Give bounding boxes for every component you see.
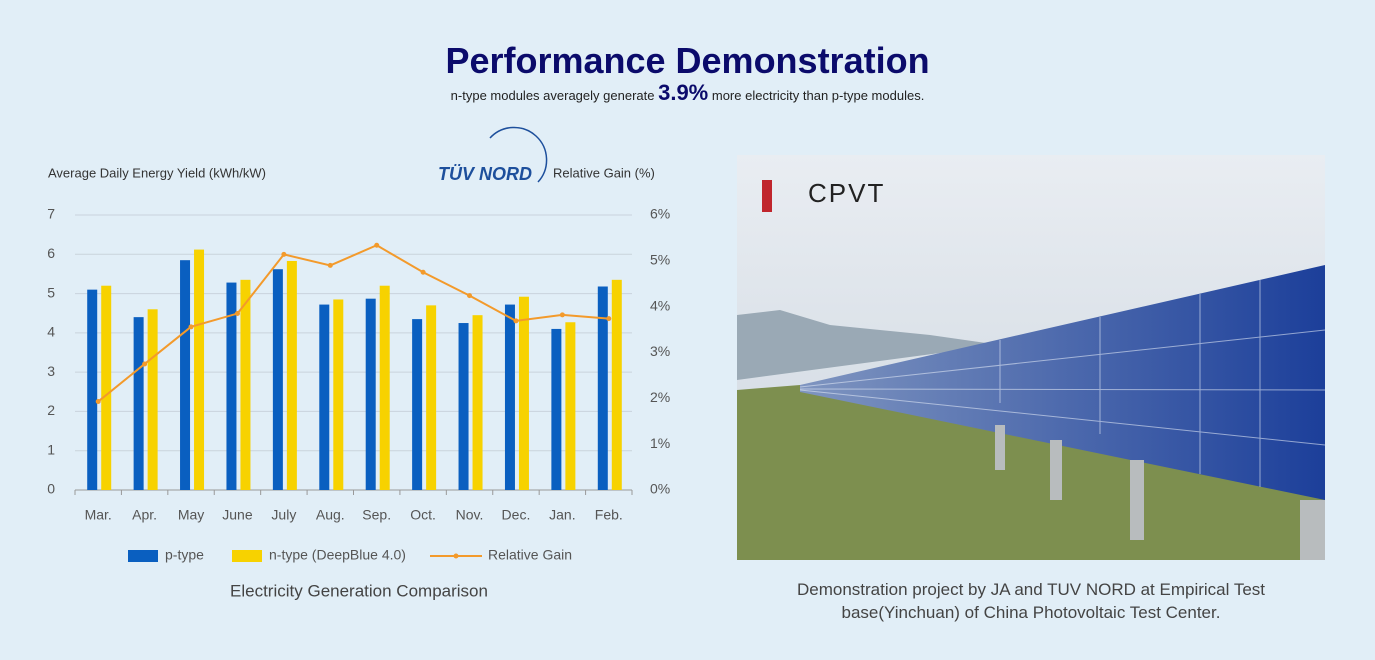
bar	[597, 286, 608, 490]
bar	[194, 249, 205, 490]
ground	[737, 385, 1325, 560]
y-tick-label: 2	[47, 402, 55, 418]
point	[234, 311, 240, 317]
bar	[133, 317, 144, 490]
point	[281, 251, 287, 257]
bar	[286, 260, 297, 490]
legend-swatch	[128, 550, 158, 562]
x-tick-label: June	[222, 507, 253, 523]
x-tick-label: Sep.	[362, 507, 391, 523]
point	[467, 293, 473, 299]
point	[142, 361, 148, 367]
chart: CPVT Average Daily Energy Yield (kWh/kW)…	[47, 126, 1326, 600]
mountains	[737, 310, 1000, 380]
x-tick-label: May	[178, 507, 204, 523]
legend-swatch	[232, 550, 262, 562]
y2-tick-label: 6%	[650, 206, 670, 222]
x-tick-label: Nov.	[456, 507, 484, 523]
x-tick-label: Mar.	[85, 507, 112, 523]
point	[374, 242, 380, 248]
x-tick-label: Apr.	[132, 507, 157, 523]
page-title: Performance Demonstration	[445, 40, 930, 81]
bar	[272, 269, 283, 490]
photo-logo: CPVT	[808, 178, 885, 208]
bar	[240, 279, 251, 490]
bar	[147, 309, 158, 490]
point	[95, 399, 101, 405]
legend-label: p-type	[165, 547, 204, 563]
bar	[365, 298, 376, 490]
photo-caption: Demonstration project by JA and TUV NORD…	[797, 580, 1265, 622]
y2-tick-label: 4%	[650, 297, 670, 313]
y-tick-label: 3	[47, 363, 55, 379]
y2-tick-label: 0%	[650, 481, 670, 497]
point	[327, 262, 333, 268]
bar	[611, 279, 622, 490]
y-tick-label: 7	[47, 206, 55, 222]
bar	[101, 285, 112, 490]
x-tick-label: Jan.	[549, 507, 575, 523]
y-axis-title: Average Daily Energy Yield (kWh/kW)	[48, 165, 266, 180]
point	[420, 269, 426, 275]
highlight: 3.9%	[658, 80, 709, 105]
bar	[412, 319, 423, 490]
x-tick-label: Oct.	[410, 507, 436, 523]
y-tick-label: 0	[47, 481, 55, 497]
y-tick-label: 5	[47, 284, 55, 300]
y-tick-label: 6	[47, 245, 55, 261]
y2-tick-label: 5%	[650, 252, 670, 268]
bar	[565, 322, 576, 490]
y-tick-label: 4	[47, 324, 55, 340]
subtitle-text: more electricity than p-type modules.	[711, 88, 925, 103]
bar	[379, 285, 390, 490]
x-tick-label: Feb.	[595, 507, 623, 523]
y2-tick-label: 2%	[650, 389, 670, 405]
y2-tick-label: 3%	[650, 343, 670, 359]
legend-label: n-type (DeepBlue 4.0)	[269, 547, 406, 563]
panel-grid	[799, 280, 1326, 487]
bar	[226, 282, 237, 490]
bar	[551, 328, 562, 490]
subtitle-text: n-type modules averagely generate	[450, 88, 655, 103]
subtitle: n-type modules averagely generate 3.9% m…	[0, 80, 1375, 106]
bar	[180, 260, 191, 490]
photo: CPVT	[737, 155, 1326, 560]
x-tick-label: Dec.	[502, 507, 531, 523]
logo-arc	[489, 126, 548, 183]
x-tick-label: July	[271, 507, 296, 523]
bar	[87, 289, 98, 490]
bar	[426, 305, 437, 490]
point	[606, 316, 612, 322]
cpvt-mark	[762, 180, 772, 212]
point	[559, 312, 565, 318]
panel-row	[800, 265, 1325, 500]
point	[513, 318, 519, 324]
bar	[319, 304, 330, 490]
logo: TÜV NORD	[438, 164, 532, 184]
chart-caption: Electricity Generation Comparison	[230, 581, 488, 600]
legend-label: Relative Gain	[488, 547, 572, 563]
y2-tick-label: 1%	[650, 435, 670, 451]
y2-axis-title: Relative Gain (%)	[553, 165, 655, 180]
x-tick-label: Aug.	[316, 507, 345, 523]
panel-legs	[995, 425, 1325, 560]
bar	[504, 304, 515, 490]
y-tick-label: 1	[47, 441, 55, 457]
point	[188, 324, 194, 330]
line	[97, 244, 609, 403]
bar	[458, 323, 469, 490]
bar	[333, 299, 344, 490]
bar	[518, 296, 529, 490]
bar	[472, 315, 483, 490]
legend-swatch	[453, 553, 459, 559]
